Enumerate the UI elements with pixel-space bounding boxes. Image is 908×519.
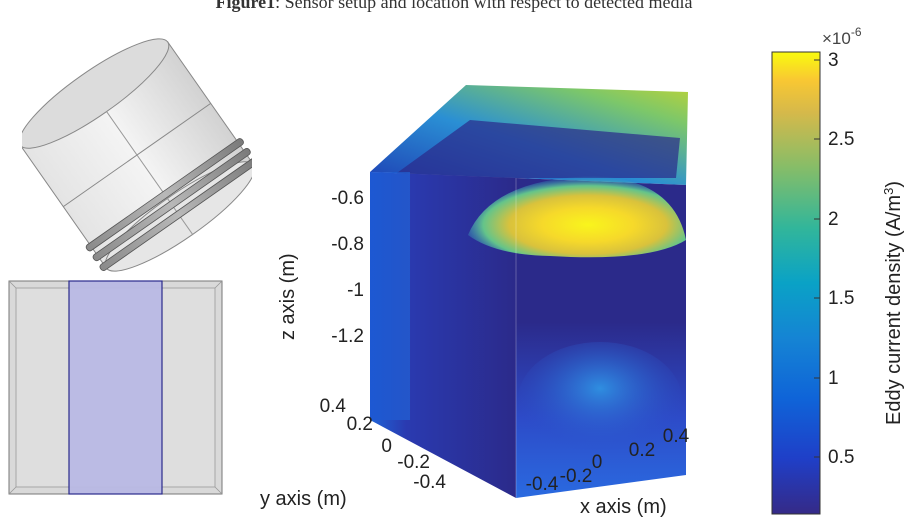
- y-tick-label: -0.4: [413, 472, 446, 493]
- y-tick-label: -0.2: [397, 452, 430, 473]
- exponent-power: -6: [851, 25, 862, 39]
- colorbar-tick-label: 2: [828, 209, 839, 230]
- colorbar-tick-label: 3: [828, 50, 839, 71]
- x-axis-label: x axis (m): [580, 496, 667, 518]
- sensor-front-view: [8, 280, 223, 495]
- colorbar-tick-label: 1: [828, 368, 839, 389]
- x-tick-label: 0.4: [663, 426, 690, 447]
- z-axis-label: z axis (m): [277, 253, 299, 340]
- colorbar-label-text: Eddy current density (A/m: [883, 195, 905, 425]
- z-tick-label: -1.2: [331, 326, 364, 347]
- exponent-base: ×10: [822, 29, 851, 48]
- colorbar-tick-label: 0.5: [828, 447, 854, 468]
- x-tick-label: 0: [592, 452, 603, 473]
- caption-prefix: Figure1: [215, 0, 276, 12]
- y-axis-label: y axis (m): [260, 488, 347, 510]
- x-tick-label: -0.2: [560, 466, 593, 487]
- x-tick-label: -0.4: [526, 474, 559, 495]
- colorbar-exponent: ×10-6: [822, 25, 862, 48]
- caption-text: : Sensor setup and location with respect…: [275, 0, 693, 12]
- colorbar-label: Eddy current density (A/m3): [881, 181, 905, 425]
- y-tick-label: 0.2: [347, 414, 373, 435]
- colorbar-label-sup: 3: [881, 188, 896, 195]
- z-tick-label: -0.6: [331, 188, 364, 209]
- y-tick-label: 0: [381, 436, 392, 457]
- figure-caption: Figure1: Sensor setup and location with …: [0, 0, 908, 13]
- colorbar-label-close: ): [883, 181, 905, 188]
- cube-hotspot: [468, 176, 686, 258]
- colorbar-tick-label: 1.5: [828, 288, 854, 309]
- z-tick-label: -1: [347, 280, 364, 301]
- y-tick-label: 0.4: [320, 396, 347, 417]
- sensor-isometric-view: [22, 38, 252, 272]
- z-tick-label: -0.8: [331, 234, 364, 255]
- colorbar-tick-label: 2.5: [828, 129, 854, 150]
- colorbar: 3 2.5 2 1.5 1 0.5 ×10-6 Eddy current den…: [771, 25, 905, 515]
- eddy-current-cube-plot: -0.6 -0.8 -1 -1.2 z axis (m) 0.4 0.2 0 -…: [260, 85, 690, 518]
- x-tick-label: 0.2: [629, 440, 655, 461]
- colorbar-gradient: [771, 51, 821, 515]
